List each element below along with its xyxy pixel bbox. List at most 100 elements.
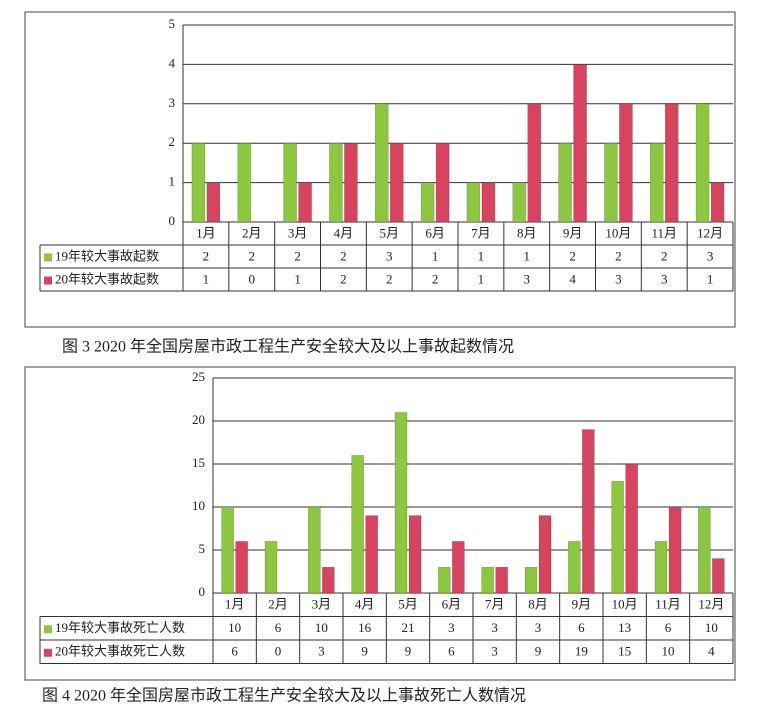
table-value: 3 <box>386 248 393 263</box>
table-value: 9 <box>405 644 412 659</box>
x-tick-label: 3月 <box>288 225 308 240</box>
table-value: 2 <box>661 248 668 263</box>
bar <box>619 103 633 223</box>
y-tick-label: 20 <box>192 412 205 427</box>
bar <box>481 182 496 223</box>
bar <box>235 541 248 594</box>
table-value: 6 <box>665 620 672 635</box>
bar <box>481 566 494 594</box>
y-tick-label: 10 <box>192 498 205 513</box>
table-value: 1 <box>432 248 439 263</box>
table-value: 6 <box>231 644 238 659</box>
bar <box>568 541 581 594</box>
bar <box>452 541 465 594</box>
x-tick-label: 5月 <box>398 597 418 612</box>
bar <box>649 142 664 223</box>
chart-frame <box>24 366 736 681</box>
table-value: 13 <box>618 620 631 635</box>
bar <box>308 506 321 594</box>
x-tick-label: 6月 <box>425 225 445 240</box>
table-value: 1 <box>478 271 485 286</box>
legend-swatch <box>44 625 52 634</box>
table-value: 21 <box>402 620 415 635</box>
table-value: 3 <box>318 644 325 659</box>
table-value: 16 <box>358 620 372 635</box>
bar <box>558 142 572 223</box>
y-tick-label: 0 <box>169 213 176 228</box>
table-value: 2 <box>203 248 210 263</box>
bar <box>322 566 335 594</box>
table-value: 3 <box>491 620 498 635</box>
bar <box>329 142 343 223</box>
table-value: 6 <box>448 644 455 659</box>
x-tick-label: 10月 <box>605 225 631 240</box>
x-tick-label: 5月 <box>379 225 399 240</box>
table-value: 1 <box>524 248 531 263</box>
bar <box>604 142 618 223</box>
table-value: 4 <box>569 271 576 286</box>
caption: 图 4 2020 年全国房屋市政工程生产安全较大及以上事故死亡人数情况 <box>42 687 526 705</box>
table-value: 2 <box>386 271 393 286</box>
y-tick-label: 5 <box>199 541 206 556</box>
table-value: 0 <box>249 271 256 286</box>
x-tick-label: 1月 <box>196 225 216 240</box>
table-value: 1 <box>294 271 301 286</box>
table-value: 9 <box>535 644 542 659</box>
y-tick-label: 25 <box>192 369 205 384</box>
bar <box>374 103 389 223</box>
bar <box>654 541 668 594</box>
table-value: 4 <box>708 644 715 659</box>
x-tick-label: 8月 <box>517 225 537 240</box>
bar <box>668 506 682 594</box>
table-value: 15 <box>618 644 631 659</box>
table-value: 3 <box>661 271 668 286</box>
table-value: 19 <box>575 644 588 659</box>
x-tick-label: 2月 <box>268 597 288 612</box>
bar <box>527 103 542 223</box>
x-tick-label: 4月 <box>355 597 375 612</box>
legend-label: 19年较大事故起数 <box>55 248 159 263</box>
table-value: 2 <box>569 248 576 263</box>
bar <box>466 182 481 223</box>
x-tick-label: 4月 <box>334 225 354 240</box>
bar <box>538 515 552 594</box>
bar <box>495 566 508 594</box>
x-tick-label: 11月 <box>655 597 681 612</box>
x-tick-label: 12月 <box>697 225 723 240</box>
table-value: 2 <box>615 248 622 263</box>
bar <box>524 566 538 594</box>
bar <box>298 182 312 223</box>
bar <box>394 412 408 594</box>
table-value: 6 <box>275 620 282 635</box>
table-value: 3 <box>535 620 542 635</box>
x-tick-label: 1月 <box>225 597 245 612</box>
y-tick-label: 2 <box>169 134 176 149</box>
bar <box>344 142 358 223</box>
table-value: 1 <box>707 271 714 286</box>
x-tick-label: 9月 <box>563 225 583 240</box>
bar <box>389 142 404 223</box>
y-tick-label: 15 <box>192 455 205 470</box>
table-value: 10 <box>228 620 241 635</box>
x-tick-label: 8月 <box>528 597 548 612</box>
table-value: 0 <box>275 644 282 659</box>
y-tick-label: 3 <box>169 95 176 110</box>
legend-label: 19年较大事故死亡人数 <box>55 620 185 635</box>
table-value: 2 <box>432 271 439 286</box>
bar <box>698 506 711 594</box>
table-value: 10 <box>662 644 675 659</box>
bar <box>611 480 624 594</box>
table-value: 1 <box>478 248 485 263</box>
y-tick-label: 0 <box>199 584 206 599</box>
bar <box>420 182 435 223</box>
table-value: 3 <box>491 644 498 659</box>
x-tick-label: 11月 <box>651 225 677 240</box>
bar <box>695 103 710 223</box>
bar <box>573 64 587 223</box>
legend-swatch <box>44 276 52 285</box>
bar <box>435 142 450 223</box>
table-value: 3 <box>524 271 531 286</box>
x-tick-label: 12月 <box>698 597 724 612</box>
x-tick-label: 3月 <box>312 597 332 612</box>
